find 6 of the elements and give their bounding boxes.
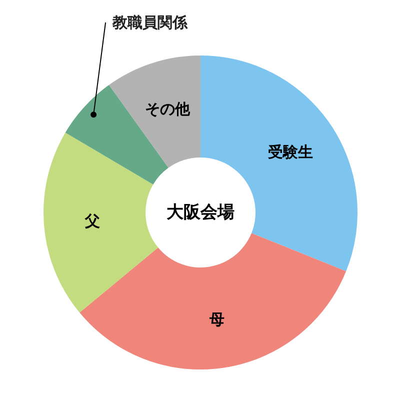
slice-label: 母 bbox=[208, 310, 225, 329]
slice-label: 教職員関係 bbox=[112, 14, 189, 32]
slice-label: 受験生 bbox=[266, 142, 313, 161]
text: 大阪会場 bbox=[166, 202, 234, 222]
slice-label: その他 bbox=[144, 100, 191, 118]
slice-label: 父 bbox=[84, 212, 100, 230]
